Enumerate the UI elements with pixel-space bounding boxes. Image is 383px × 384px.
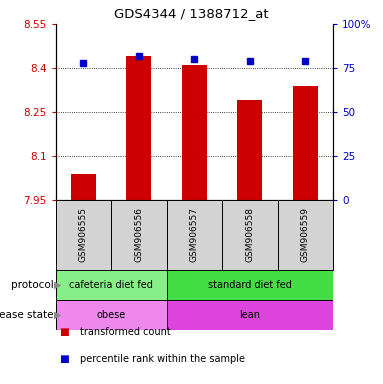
Bar <box>293 86 318 200</box>
Bar <box>167 300 333 330</box>
Text: GSM906555: GSM906555 <box>79 207 88 263</box>
Text: GSM906559: GSM906559 <box>301 207 310 263</box>
Text: ▶: ▶ <box>54 310 62 320</box>
Text: percentile rank within the sample: percentile rank within the sample <box>80 354 246 364</box>
Text: GDS4344 / 1388712_at: GDS4344 / 1388712_at <box>114 7 269 20</box>
Text: protocol: protocol <box>11 280 54 290</box>
Bar <box>56 300 167 330</box>
Bar <box>167 200 222 270</box>
Bar <box>56 200 111 270</box>
Text: disease state: disease state <box>0 310 54 320</box>
Text: ■: ■ <box>59 354 69 364</box>
Text: lean: lean <box>239 310 260 320</box>
Bar <box>222 200 278 270</box>
Bar <box>167 270 333 300</box>
Bar <box>237 100 262 200</box>
Text: GSM906558: GSM906558 <box>246 207 254 263</box>
Bar <box>182 65 207 200</box>
Text: GSM906557: GSM906557 <box>190 207 199 263</box>
Text: GSM906556: GSM906556 <box>134 207 143 263</box>
Text: standard diet fed: standard diet fed <box>208 280 292 290</box>
Bar <box>56 270 167 300</box>
Text: ■: ■ <box>59 327 69 337</box>
Text: cafeteria diet fed: cafeteria diet fed <box>69 280 153 290</box>
Bar <box>126 56 151 200</box>
Text: transformed count: transformed count <box>80 327 171 337</box>
Text: obese: obese <box>97 310 126 320</box>
Bar <box>111 200 167 270</box>
Text: ▶: ▶ <box>54 280 62 290</box>
Bar <box>71 174 96 200</box>
Bar <box>278 200 333 270</box>
